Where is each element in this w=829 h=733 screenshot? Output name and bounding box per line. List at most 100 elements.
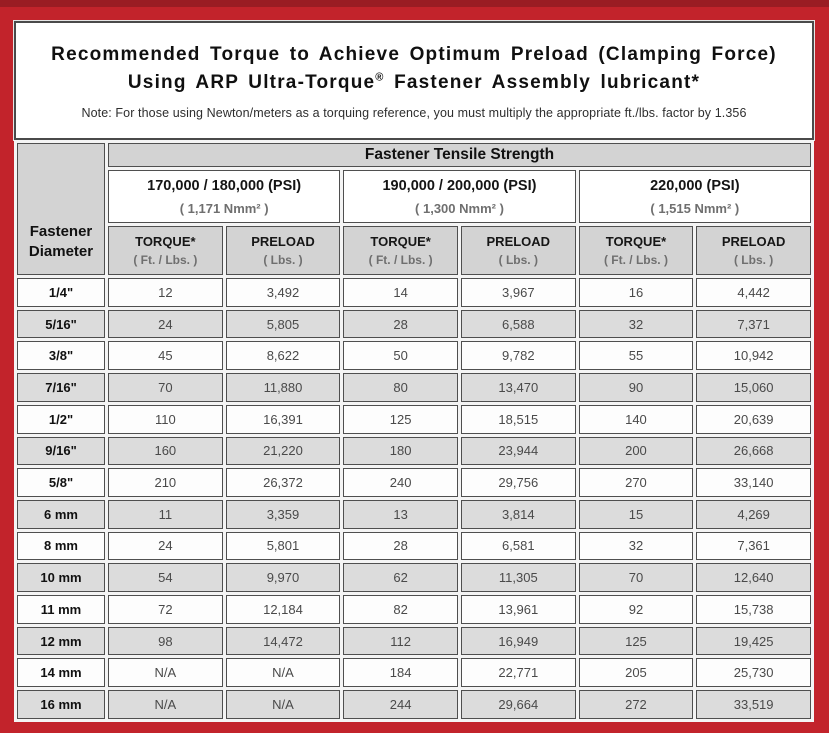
- torque-label: TORQUE*: [605, 234, 667, 249]
- psi-label: 190,000 / 200,000 (PSI): [382, 177, 537, 194]
- preload-header-2: PRELOAD ( Lbs. ): [460, 226, 576, 275]
- preload-header-1: PRELOAD ( Lbs. ): [225, 226, 341, 275]
- table-row: 14 mm N/A N/A 184 22,771 205 25,730: [17, 658, 811, 688]
- diameter-cell: 7/16": [17, 373, 105, 402]
- value-cell: 15,738: [696, 595, 811, 624]
- value-cell: 8,622: [225, 341, 341, 371]
- value-cell: 62: [343, 563, 458, 593]
- value-cell: 11,305: [460, 563, 576, 593]
- value-cell: 9,970: [225, 563, 341, 593]
- value-cell: 10,942: [696, 341, 811, 371]
- torque-unit: ( Ft. / Lbs. ): [368, 253, 433, 267]
- value-cell: 70: [108, 373, 223, 402]
- value-cell: 7,361: [696, 531, 811, 561]
- torque-header-1: TORQUE* ( Ft. / Lbs. ): [108, 226, 223, 275]
- psi-header-220: 220,000 (PSI) ( 1,515 Nmm² ): [578, 170, 811, 223]
- value-cell: 3,967: [460, 278, 576, 307]
- diameter-cell: 5/8": [17, 468, 105, 497]
- value-cell: 45: [108, 341, 223, 371]
- diameter-cell: 12 mm: [17, 626, 105, 656]
- value-cell: 72: [108, 595, 223, 624]
- preload-label: PRELOAD: [486, 234, 551, 249]
- value-cell: 24: [108, 531, 223, 561]
- table-row: 1/2" 110 16,391 125 18,515 140 20,639: [17, 404, 811, 434]
- value-cell: N/A: [108, 690, 223, 719]
- value-cell: 11: [108, 499, 223, 529]
- diameter-cell: 9/16": [17, 436, 105, 466]
- value-cell: 18,515: [460, 404, 576, 434]
- value-cell: 9,782: [460, 341, 576, 371]
- table-body: 1/4" 12 3,492 14 3,967 16 4,442 5/16" 24 5,805 28 6…: [17, 278, 811, 719]
- corner-header-cell: Fastener Diameter: [17, 143, 105, 275]
- table-row: 9/16" 160 21,220 180 23,944 200 26,668: [17, 436, 811, 466]
- table-row: 12 mm 98 14,472 112 16,949 125 19,425: [17, 626, 811, 656]
- diameter-cell: 1/4": [17, 278, 105, 307]
- value-cell: 6,588: [460, 309, 576, 339]
- value-cell: 125: [343, 404, 458, 434]
- value-cell: 23,944: [460, 436, 576, 466]
- table-row: 6 mm 11 3,359 13 3,814 15 4,269: [17, 499, 811, 529]
- value-cell: 12: [108, 278, 223, 307]
- value-cell: 12,640: [696, 563, 811, 593]
- value-cell: 272: [578, 690, 694, 719]
- value-cell: 14,472: [225, 626, 341, 656]
- value-cell: 14: [343, 278, 458, 307]
- psi-header-170-180: 170,000 / 180,000 (PSI) ( 1,171 Nmm² ): [108, 170, 341, 223]
- value-cell: 3,359: [225, 499, 341, 529]
- value-cell: 184: [343, 658, 458, 688]
- value-cell: 16: [578, 278, 694, 307]
- conversion-note: Note: For those using Newton/meters as a…: [81, 105, 747, 120]
- torque-header-3: TORQUE* ( Ft. / Lbs. ): [578, 226, 694, 275]
- value-cell: 15,060: [696, 373, 811, 402]
- preload-unit: ( Lbs. ): [263, 253, 303, 267]
- top-dark-strip: [0, 0, 829, 7]
- value-cell: 13,470: [460, 373, 576, 402]
- value-cell: 4,269: [696, 499, 811, 529]
- diameter-cell: 11 mm: [17, 595, 105, 624]
- page-title-line2: Using ARP Ultra-Torque® Fastener Assembl…: [128, 69, 700, 97]
- psi-metric: ( 1,515 Nmm² ): [650, 200, 740, 216]
- value-cell: 19,425: [696, 626, 811, 656]
- preload-unit: ( Lbs. ): [733, 253, 774, 267]
- value-cell: 25,730: [696, 658, 811, 688]
- preload-label: PRELOAD: [251, 234, 315, 249]
- value-cell: 110: [108, 404, 223, 434]
- value-cell: 125: [578, 626, 694, 656]
- value-cell: 33,519: [696, 690, 811, 719]
- value-cell: 24: [108, 309, 223, 339]
- value-cell: 200: [578, 436, 694, 466]
- table-row: 11 mm 72 12,184 82 13,961 92 15,738: [17, 595, 811, 624]
- subheader-row: TORQUE* ( Ft. / Lbs. ) PRELOAD ( Lbs. ) …: [17, 226, 811, 275]
- value-cell: 90: [578, 373, 694, 402]
- psi-header-190-200: 190,000 / 200,000 (PSI) ( 1,300 Nmm² ): [343, 170, 576, 223]
- value-cell: 21,220: [225, 436, 341, 466]
- value-cell: 240: [343, 468, 458, 497]
- diameter-cell: 6 mm: [17, 499, 105, 529]
- value-cell: N/A: [225, 658, 341, 688]
- value-cell: 180: [343, 436, 458, 466]
- value-cell: 92: [578, 595, 694, 624]
- value-cell: 70: [578, 563, 694, 593]
- diameter-cell: 3/8": [17, 341, 105, 371]
- diameter-cell: 5/16": [17, 309, 105, 339]
- value-cell: 54: [108, 563, 223, 593]
- value-cell: 98: [108, 626, 223, 656]
- value-cell: 205: [578, 658, 694, 688]
- value-cell: 140: [578, 404, 694, 434]
- value-cell: 29,756: [460, 468, 576, 497]
- title-box: Recommended Torque to Achieve Optimum Pr…: [13, 20, 815, 141]
- value-cell: 6,581: [460, 531, 576, 561]
- value-cell: 80: [343, 373, 458, 402]
- value-cell: 7,371: [696, 309, 811, 339]
- value-cell: 32: [578, 309, 694, 339]
- value-cell: 22,771: [460, 658, 576, 688]
- psi-metric: ( 1,171 Nmm² ): [179, 200, 269, 216]
- psi-metric: ( 1,300 Nmm² ): [415, 200, 504, 216]
- preload-unit: ( Lbs. ): [498, 253, 538, 267]
- preload-label: PRELOAD: [721, 234, 786, 249]
- value-cell: 32: [578, 531, 694, 561]
- value-cell: 112: [343, 626, 458, 656]
- group-header-row: Fastener Diameter Fastener Tensile Stren…: [17, 143, 811, 275]
- value-cell: 16,949: [460, 626, 576, 656]
- value-cell: 28: [343, 309, 458, 339]
